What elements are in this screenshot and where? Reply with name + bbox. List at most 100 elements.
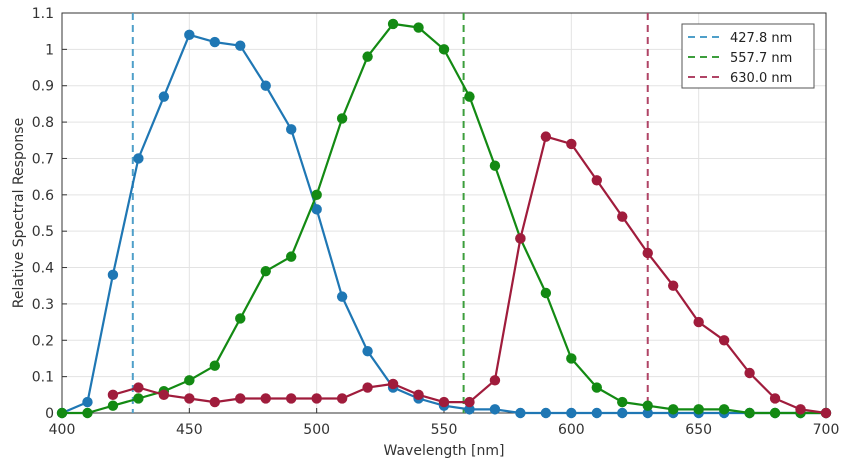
data-point: [617, 407, 628, 419]
series-1: [56, 18, 832, 419]
x-tick-label: 600: [558, 422, 585, 438]
data-point: [184, 29, 195, 41]
y-tick-label: 0.2: [32, 333, 54, 349]
y-tick-label: 0.1: [32, 370, 54, 386]
data-point: [260, 265, 271, 277]
data-point: [56, 407, 68, 419]
data-point: [107, 400, 119, 411]
data-point: [438, 396, 450, 408]
y-tick-label: 1: [45, 42, 54, 58]
data-point: [591, 175, 602, 186]
data-point: [566, 407, 577, 419]
y-tick-label: 1.1: [32, 6, 54, 22]
data-point: [464, 396, 475, 408]
series-line: [112, 135, 827, 415]
data-point: [693, 404, 704, 415]
data-point: [668, 280, 679, 291]
data-point: [438, 44, 450, 55]
data-point: [107, 389, 119, 401]
x-tick-label: 650: [685, 422, 712, 438]
data-point: [311, 393, 322, 404]
x-tick-label: 450: [176, 422, 203, 438]
x-tick-label: 700: [813, 422, 840, 438]
reference-lines: [131, 13, 649, 413]
y-tick-label: 0.9: [32, 79, 54, 95]
data-point: [362, 345, 373, 357]
series-group: [56, 18, 832, 419]
y-axis-ticks: 0 0.1 0.2 0.3 0.4 0.5 0.6 0.7 0.8 0.9 1 1.1: [32, 6, 67, 422]
data-point: [362, 382, 373, 393]
data-point: [718, 404, 730, 415]
y-tick-label: 0.4: [32, 261, 54, 277]
data-point: [158, 389, 170, 401]
legend-label: 630.0 nm: [730, 71, 792, 86]
data-point: [387, 378, 399, 390]
data-point: [209, 396, 220, 408]
data-point: [362, 51, 373, 62]
data-point: [184, 393, 195, 404]
data-point: [642, 407, 653, 419]
data-point: [158, 91, 170, 102]
y-tick-label: 0.8: [32, 115, 54, 131]
data-point: [235, 393, 246, 404]
data-point: [336, 113, 348, 124]
data-point: [718, 335, 730, 346]
data-point: [286, 393, 297, 404]
data-point: [464, 91, 475, 102]
series-2: [107, 131, 832, 419]
data-point: [184, 375, 195, 386]
legend: 427.8 nm 557.7 nm 630.0 nm: [681, 23, 815, 89]
data-point: [311, 189, 322, 201]
data-point: [642, 400, 653, 411]
data-point: [260, 393, 271, 404]
data-point: [336, 291, 348, 302]
data-point: [336, 393, 348, 404]
data-point: [540, 131, 552, 142]
data-point: [515, 407, 526, 419]
data-point: [566, 138, 577, 150]
data-point: [515, 233, 526, 244]
data-point: [133, 382, 144, 393]
y-tick-label: 0: [45, 406, 54, 422]
data-point: [209, 360, 220, 371]
data-point: [286, 251, 297, 262]
data-point: [209, 36, 220, 48]
data-point: [591, 407, 602, 419]
data-point: [769, 393, 781, 404]
data-point: [82, 396, 93, 408]
data-point: [387, 18, 399, 30]
data-point: [566, 353, 577, 364]
data-point: [413, 389, 424, 401]
x-tick-label: 550: [431, 422, 458, 438]
x-tick-label: 400: [49, 422, 76, 438]
y-axis-label: Relative Spectral Response: [11, 118, 27, 308]
data-point: [286, 124, 297, 135]
data-point: [489, 160, 501, 171]
data-point: [591, 382, 602, 393]
legend-label: 557.7 nm: [730, 51, 792, 66]
data-point: [540, 407, 552, 419]
data-point: [311, 204, 322, 215]
data-point: [617, 396, 628, 408]
data-point: [133, 393, 144, 404]
data-point: [617, 211, 628, 222]
data-point: [744, 367, 755, 379]
y-tick-label: 0.3: [32, 297, 54, 313]
x-axis-label: Wavelength [nm]: [384, 443, 505, 459]
data-point: [540, 287, 552, 299]
data-point: [820, 407, 832, 419]
y-tick-label: 0.5: [32, 224, 54, 240]
data-point: [489, 404, 501, 415]
legend-label: 427.8 nm: [730, 31, 792, 46]
data-point: [107, 269, 119, 281]
data-point: [464, 404, 475, 415]
data-point: [260, 80, 271, 91]
y-tick-label: 0.7: [32, 151, 54, 167]
data-point: [489, 375, 501, 386]
x-axis-ticks: 400 450 500 550 600 650 700: [49, 408, 840, 438]
data-point: [82, 407, 93, 419]
data-point: [413, 22, 424, 33]
y-tick-label: 0.6: [32, 188, 54, 204]
data-point: [693, 316, 704, 328]
data-point: [133, 153, 144, 164]
